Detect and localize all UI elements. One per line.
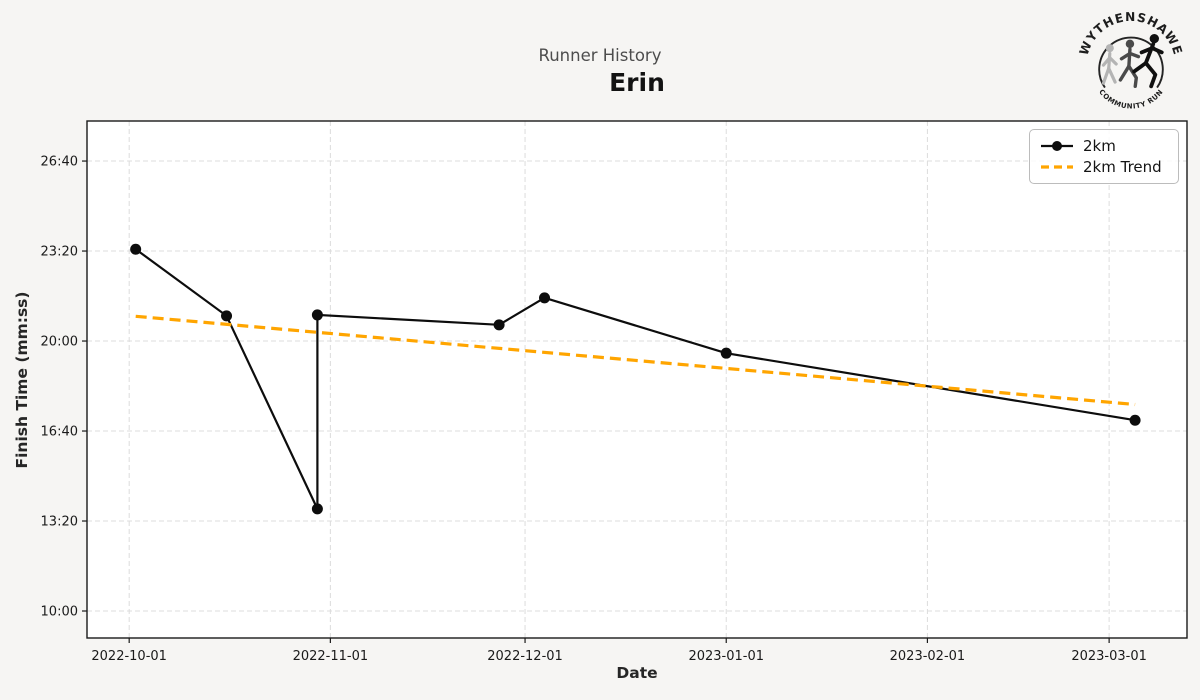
x-tick-label: 2023-02-01: [890, 649, 966, 664]
data-point-marker: [1129, 414, 1141, 426]
legend-item-2km: 2km: [1040, 137, 1168, 155]
x-tick-label: 2022-10-01: [91, 649, 167, 664]
data-point-marker: [311, 309, 323, 321]
data-point-marker: [221, 310, 233, 322]
y-axis-label: Finish Time (mm:ss): [13, 291, 31, 469]
logo-bottom-textpath: COMMUNITY RUN: [1097, 88, 1164, 111]
data-point-marker: [130, 243, 142, 255]
x-tick-label: 2022-12-01: [487, 649, 563, 664]
series-line: [135, 248, 1136, 510]
legend-label-2km-trend: 2km Trend: [1083, 158, 1162, 177]
y-tick-label: 13:20: [41, 515, 78, 530]
data-point-marker: [720, 347, 732, 359]
data-point-marker: [493, 319, 505, 331]
runner-name-title: Erin: [609, 68, 665, 97]
data-point-marker: [311, 503, 323, 515]
trend-line: [135, 314, 1136, 407]
y-tick-label: 10:00: [41, 605, 78, 620]
logo-ring: [1098, 36, 1164, 89]
runner-silhouette-light-icon: [1101, 44, 1118, 85]
y-tick-label: 26:40: [41, 155, 78, 170]
plot-background: [87, 121, 1187, 638]
y-tick-label: 16:40: [41, 425, 78, 440]
legend-dashed-line-icon: [1041, 165, 1073, 169]
wythenshawe-community-run-logo: WYTHENSHAWE COMMUNITY RUN: [1078, 10, 1184, 111]
legend-label-2km: 2km: [1083, 136, 1116, 155]
y-tick-label: 20:00: [41, 335, 78, 350]
axes-frame: [86, 120, 1188, 639]
legend: 2km 2km Trend: [1029, 129, 1179, 184]
runner-silhouette-gray-icon: [1118, 39, 1141, 89]
x-tick-label: 2023-03-01: [1071, 649, 1147, 664]
x-tick-label: 2022-11-01: [293, 649, 369, 664]
x-axis-label: Date: [616, 664, 658, 682]
legend-line-2km-icon: [1041, 140, 1073, 151]
runner-silhouette-black-icon: [1132, 33, 1164, 89]
data-point-marker: [539, 292, 551, 304]
legend-item-2km-trend: 2km Trend: [1040, 158, 1168, 176]
chart-title: Runner History: [538, 46, 662, 65]
x-tick-label: 2023-01-01: [688, 649, 764, 664]
logo-bottom-text: COMMUNITY RUN: [1097, 88, 1165, 111]
y-tick-label: 23:20: [41, 245, 78, 260]
